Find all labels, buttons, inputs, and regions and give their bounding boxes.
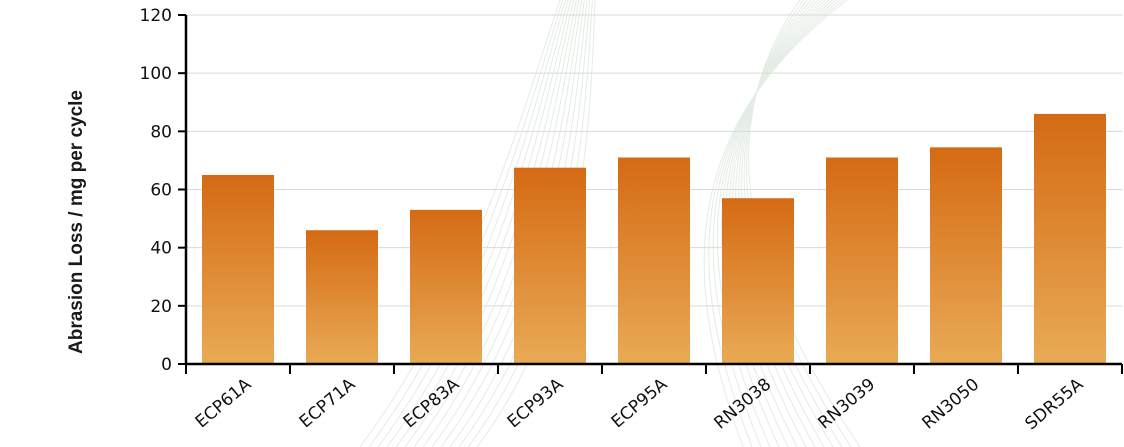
x-tick-label: ECP83A — [400, 374, 464, 432]
watermark-curve — [377, 0, 566, 447]
watermark-curve — [386, 0, 569, 447]
watermark-curve — [359, 0, 561, 447]
bar-ecp83a — [410, 209, 482, 364]
x-tick-label: SDR55A — [1022, 374, 1088, 434]
watermark-curve — [703, 0, 848, 447]
y-tick-label: 40 — [150, 239, 172, 259]
watermark-curve — [712, 0, 840, 447]
y-axis-label: Abrasion Loss / mg per cycle — [66, 90, 87, 354]
watermark-curve — [721, 0, 833, 447]
watermark-curve — [368, 0, 564, 447]
watermark-curve — [716, 0, 837, 447]
x-tick-label: RN3038 — [710, 375, 775, 434]
x-tick-labels: ECP61A ECP71A ECP83A ECP93A ECP95A RN3038 RN30… — [185, 364, 1123, 434]
y-tick-label: 20 — [150, 297, 172, 317]
bar-rn3039 — [826, 157, 898, 364]
bar-rn3050 — [930, 147, 1002, 364]
x-tick-label: ECP61A — [192, 374, 256, 432]
watermark-curve — [708, 0, 844, 447]
y-tick-label: 80 — [150, 122, 172, 142]
bar-ecp71a — [306, 230, 378, 364]
bar-ecp95a — [618, 157, 690, 364]
bar-ecp61a — [202, 174, 274, 364]
x-tick-label: ECP71A — [296, 374, 360, 432]
y-tick-labels: 0 20 40 60 80 100 120 — [140, 6, 186, 375]
y-tick-label: 0 — [161, 355, 172, 375]
watermark-curve — [395, 0, 572, 447]
y-tick-label: 120 — [140, 6, 172, 26]
x-tick-label: ECP93A — [504, 374, 568, 432]
y-tick-label: 60 — [150, 181, 172, 201]
bar-sdr55a — [1034, 113, 1106, 364]
bar-rn3038 — [722, 198, 794, 364]
x-tick-label: ECP95A — [608, 374, 672, 432]
y-tick-label: 100 — [140, 64, 172, 84]
x-tick-label: RN3050 — [918, 375, 983, 434]
bars — [202, 113, 1106, 364]
bar-ecp93a — [514, 167, 586, 364]
